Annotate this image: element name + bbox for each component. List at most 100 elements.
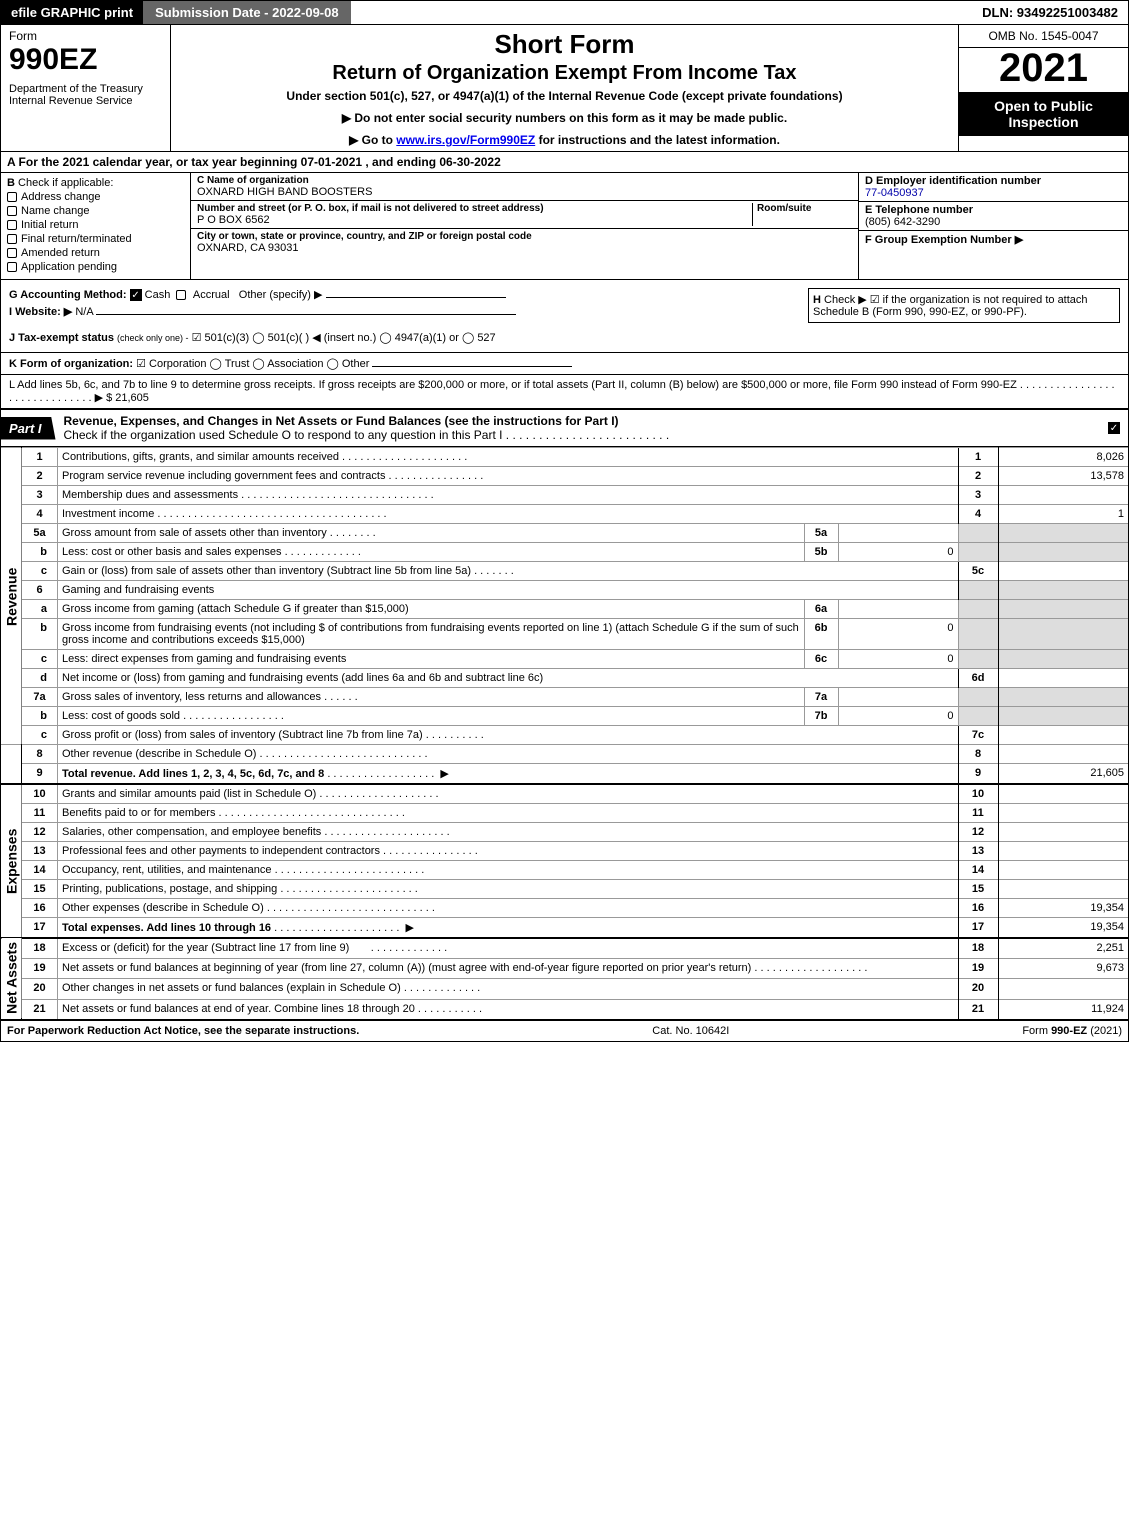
chk-cash-icon: ✓ [130,289,142,301]
j-label: J Tax-exempt status [9,332,114,344]
line-6: 6 Gaming and fundraising events [1,581,1128,600]
line-6d-amount [998,669,1128,688]
line-5a-sub [838,524,958,543]
short-form-title: Short Form [181,29,948,60]
omb-number: OMB No. 1545-0047 [959,25,1128,48]
line-11-amount [998,804,1128,823]
line-14: 14 Occupancy, rent, utilities, and maint… [1,861,1128,880]
netassets-label: Net Assets [1,938,22,1019]
meta-block: G Accounting Method: ✓ Cash Accrual Othe… [1,280,1128,353]
line-5a: 5a Gross amount from sale of assets othe… [1,524,1128,543]
form-label: Form [9,29,162,43]
j-tax-exempt: J Tax-exempt status (check only one) - ☑… [9,331,1120,344]
line-17-amount: 19,354 [998,918,1128,939]
j-sub: (check only one) - [117,333,189,343]
website-value: N/A [75,306,93,318]
line-14-amount [998,861,1128,880]
line-7b: b Less: cost of goods sold . . . . . . .… [1,707,1128,726]
part-1-tab: Part I [1,417,56,440]
page-footer: For Paperwork Reduction Act Notice, see … [1,1019,1128,1041]
i-website: I Website: ▶ N/A [9,305,800,318]
line-4-amount: 1 [998,505,1128,524]
chk-name-change[interactable]: Name change [7,205,184,217]
irs-link[interactable]: www.irs.gov/Form990EZ [396,133,535,147]
city-value: OXNARD, CA 93031 [197,242,852,254]
addr-label: Number and street (or P. O. box, if mail… [197,203,752,214]
line-13: 13 Professional fees and other payments … [1,842,1128,861]
g-accounting: G Accounting Method: ✓ Cash Accrual Othe… [9,288,800,301]
h-label: H [813,294,821,306]
line-6c: c Less: direct expenses from gaming and … [1,650,1128,669]
line-6d: d Net income or (loss) from gaming and f… [1,669,1128,688]
e-phone-row: E Telephone number (805) 642-3290 [859,201,1128,230]
line-4: 4 Investment income . . . . . . . . . . … [1,505,1128,524]
line-11: 11 Benefits paid to or for members . . .… [1,804,1128,823]
g-accrual: Accrual [193,289,230,301]
phone-value: (805) 642-3290 [865,216,1122,228]
line-13-amount [998,842,1128,861]
line-21: 21 Net assets or fund balances at end of… [1,999,1128,1019]
goto-pre: ▶ Go to [349,133,396,147]
line-8-amount [998,745,1128,764]
part-1-header: Part I Revenue, Expenses, and Changes in… [1,409,1128,447]
warning-line: ▶ Do not enter social security numbers o… [181,111,948,125]
line-6c-sub: 0 [838,650,958,669]
line-6a: a Gross income from gaming (attach Sched… [1,600,1128,619]
i-label: I Website: ▶ [9,306,72,318]
form-header: Form 990EZ Department of the Treasury In… [1,25,1128,152]
b-sublabel: Check if applicable: [18,177,113,189]
chk-amended-return[interactable]: Amended return [7,247,184,259]
line-20: 20 Other changes in net assets or fund b… [1,979,1128,999]
expenses-label: Expenses [1,784,22,938]
line-9: 9 Total revenue. Add lines 1, 2, 3, 4, 5… [1,764,1128,785]
revenue-label: Revenue [1,448,22,745]
section-bcd: B Check if applicable: Address change Na… [1,173,1128,280]
l-row: L Add lines 5b, 6c, and 7b to line 9 to … [1,375,1128,409]
line-10-amount [998,784,1128,804]
line-16-amount: 19,354 [998,899,1128,918]
line-9-amount: 21,605 [998,764,1128,785]
chk-final-return[interactable]: Final return/terminated [7,233,184,245]
line-15: 15 Printing, publications, postage, and … [1,880,1128,899]
line-19-amount: 9,673 [998,959,1128,979]
tax-year: 2021 [959,48,1128,88]
box-b: B Check if applicable: Address change Na… [1,173,191,279]
line-1-amount: 8,026 [998,448,1128,467]
line-17: 17 Total expenses. Add lines 10 through … [1,918,1128,939]
line-7a: 7a Gross sales of inventory, less return… [1,688,1128,707]
line-7c-amount [998,726,1128,745]
line-18-amount: 2,251 [998,938,1128,959]
goto-line: ▶ Go to www.irs.gov/Form990EZ for instru… [181,133,948,147]
paperwork-notice: For Paperwork Reduction Act Notice, see … [7,1025,359,1037]
line-19: 19 Net assets or fund balances at beginn… [1,959,1128,979]
chk-application-pending[interactable]: Application pending [7,261,184,273]
line-7a-sub [838,688,958,707]
d-ein-row: D Employer identification number 77-0450… [859,173,1128,201]
row-a-tax-year: A For the 2021 calendar year, or tax yea… [1,152,1128,173]
line-5b: b Less: cost or other basis and sales ex… [1,543,1128,562]
form-number: 990EZ [9,43,162,77]
line-3-amount [998,486,1128,505]
line-5b-sub: 0 [838,543,958,562]
k-opts: ☑ Corporation ◯ Trust ◯ Association ◯ Ot… [136,358,369,370]
dln-number: DLN: 93492251003482 [972,1,1128,24]
line-16: 16 Other expenses (describe in Schedule … [1,899,1128,918]
line-2-amount: 13,578 [998,467,1128,486]
f-label: F Group Exemption Number ▶ [865,233,1122,246]
k-label: K Form of organization: [9,358,133,370]
c-addr-row: Number and street (or P. O. box, if mail… [191,201,858,229]
c-org-row: C Name of organization OXNARD HIGH BAND … [191,173,858,201]
chk-address-change[interactable]: Address change [7,191,184,203]
line-15-amount [998,880,1128,899]
j-opts: ☑ 501(c)(3) ◯ 501(c)( ) ◀ (insert no.) ◯… [192,332,496,344]
top-bar: efile GRAPHIC print Submission Date - 20… [1,1,1128,25]
city-label: City or town, state or province, country… [197,231,852,242]
chk-accrual[interactable] [176,290,186,300]
box-c: C Name of organization OXNARD HIGH BAND … [191,173,858,279]
chk-initial-return[interactable]: Initial return [7,219,184,231]
line-12-amount [998,823,1128,842]
part-1-checkbox[interactable]: ✓ [1108,422,1128,434]
return-title: Return of Organization Exempt From Incom… [181,62,948,85]
org-name: OXNARD HIGH BAND BOOSTERS [197,186,852,198]
form-page: efile GRAPHIC print Submission Date - 20… [0,0,1129,1042]
